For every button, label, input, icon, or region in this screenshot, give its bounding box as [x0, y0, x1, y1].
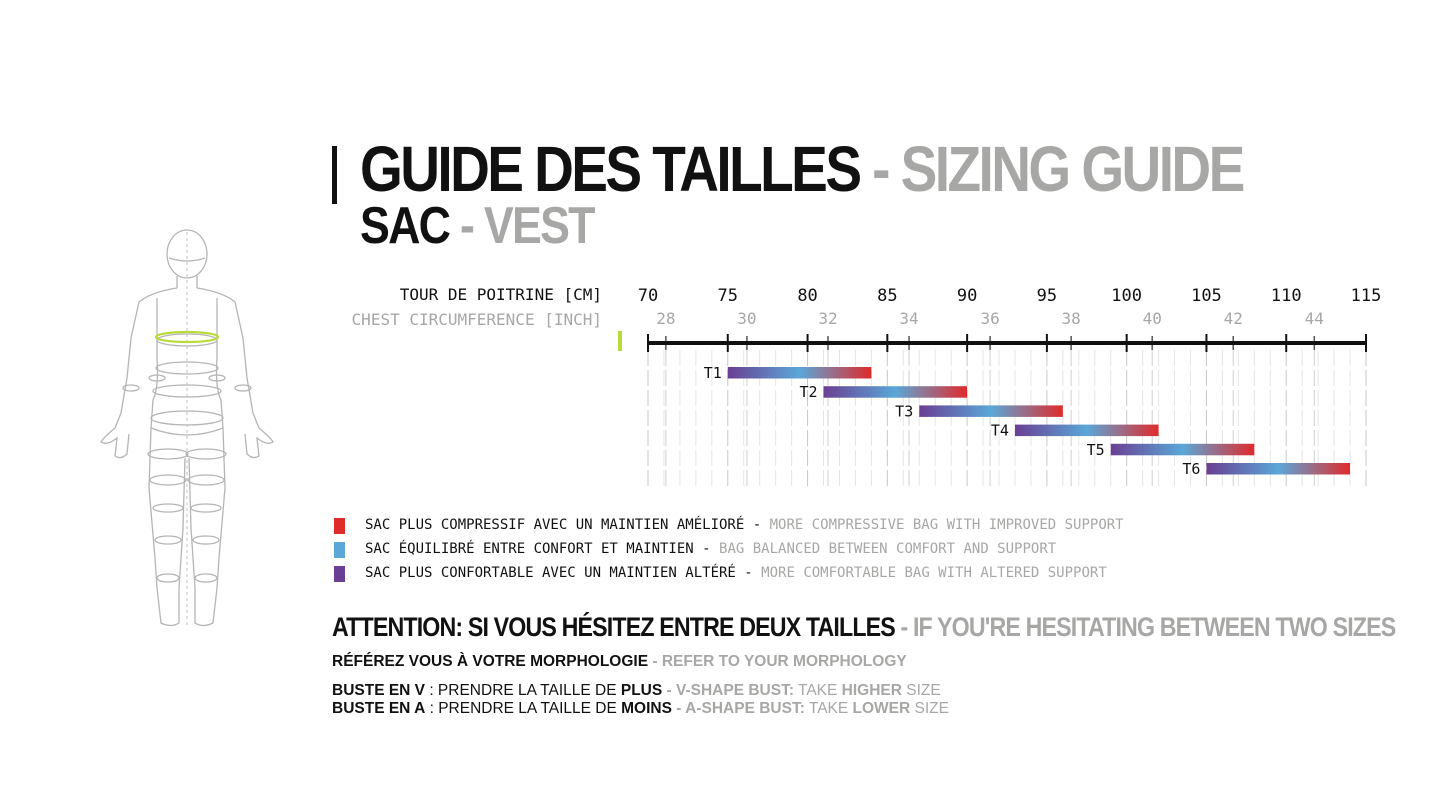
tick-label-cm: 80	[797, 286, 817, 306]
legend-swatch-red	[334, 518, 345, 534]
axis-start-marker	[618, 331, 622, 351]
tick-label-cm: 75	[718, 286, 738, 306]
tick-label-cm: 100	[1111, 286, 1142, 306]
chest-highlight	[154, 330, 220, 344]
legend-swatch-purple	[334, 566, 345, 582]
v-shape-note: BUSTE EN V : PRENDRE LA TAILLE DE PLUS -…	[332, 682, 941, 699]
tick-label-inch: 32	[818, 309, 837, 328]
tick-label-inch: 40	[1143, 309, 1162, 328]
tick-label-cm: 105	[1191, 286, 1222, 306]
attention-note: ATTENTION: SI VOUS HÉSITEZ ENTRE DEUX TA…	[332, 612, 1396, 642]
body-figure-illustration	[100, 229, 274, 628]
legend-fr: SAC PLUS CONFORTABLE AVEC UN MAINTIEN AL…	[365, 565, 736, 581]
tick-label-cm: 90	[957, 286, 977, 306]
axis-label-cm: TOUR DE POITRINE [CM]	[399, 285, 602, 304]
size-label-t4: T4	[991, 422, 1009, 440]
legend-fr: SAC PLUS COMPRESSIF AVEC UN MAINTIEN AMÉ…	[365, 517, 745, 533]
legend-en: MORE COMFORTABLE BAG WITH ALTERED SUPPOR…	[761, 565, 1107, 581]
tick-label-cm: 70	[638, 286, 658, 306]
size-label-t5: T5	[1087, 441, 1105, 459]
tick-label-inch: 34	[899, 309, 918, 328]
tick-label-cm: 110	[1271, 286, 1302, 306]
size-label-t3: T3	[895, 402, 913, 420]
legend-en: MORE COMPRESSIVE BAG WITH IMPROVED SUPPO…	[769, 517, 1124, 533]
legend-en: BAG BALANCED BETWEEN COMFORT AND SUPPORT	[719, 541, 1057, 557]
page-title: GUIDE DES TAILLES - SIZING GUIDE	[360, 133, 1245, 205]
tick-label-cm: 95	[1037, 286, 1057, 306]
size-label-t6: T6	[1182, 460, 1200, 478]
tick-label-inch: 42	[1224, 309, 1243, 328]
axis-label-inch: CHEST CIRCUMFERENCE [INCH]	[351, 310, 602, 329]
tick-label-inch: 28	[656, 309, 675, 328]
size-label-t1: T1	[704, 364, 722, 382]
legend-swatch-blue	[334, 542, 345, 558]
tick-label-inch: 38	[1062, 309, 1081, 328]
size-bar-t1	[727, 367, 872, 379]
size-label-t2: T2	[799, 383, 817, 401]
tick-label-inch: 36	[980, 309, 999, 328]
size-range-chart: 70 75 80 85 90 95 100 105 110 115 28 30 32 34 36 38 40 42…	[618, 286, 1382, 488]
tick-label-cm: 115	[1351, 286, 1382, 306]
a-shape-note: BUSTE EN A : PRENDRE LA TAILLE DE MOINS …	[332, 700, 949, 717]
legend-fr: SAC ÉQUILIBRÉ ENTRE CONFORT ET MAINTIEN	[365, 541, 694, 557]
tick-label-inch: 44	[1305, 309, 1324, 328]
tick-label-inch: 30	[737, 309, 756, 328]
size-bar-t3	[919, 405, 1063, 417]
tick-label-cm: 85	[877, 286, 897, 306]
size-bar-t5	[1110, 443, 1255, 456]
title-accent-bar	[332, 146, 337, 204]
page-subtitle: SAC - VEST	[360, 197, 596, 255]
size-bar-t2	[823, 386, 968, 398]
size-bar-t4	[1014, 424, 1159, 437]
morphology-note: RÉFÉREZ VOUS À VOTRE MORPHOLOGIE - REFER…	[332, 653, 907, 670]
size-bar-t6	[1206, 463, 1351, 475]
